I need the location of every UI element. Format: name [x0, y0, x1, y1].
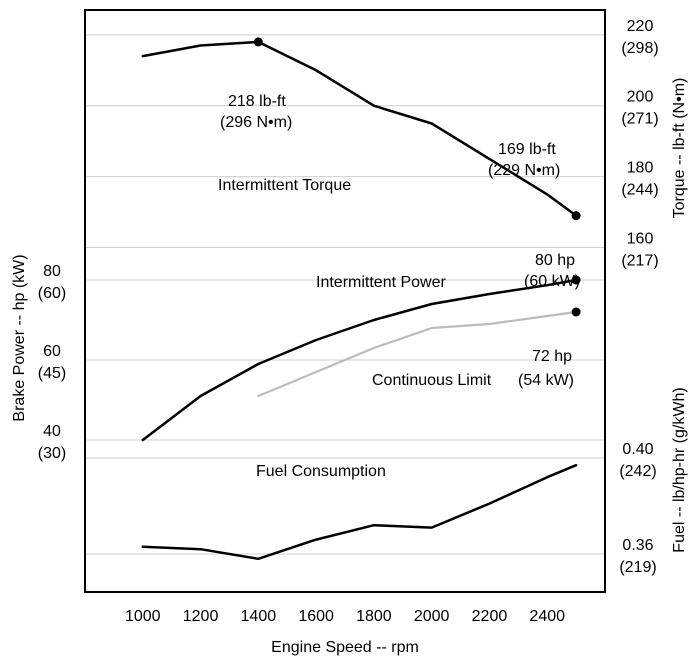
x-tick-label-0: 1000: [125, 608, 161, 625]
continuous-power-line1: 72 hp: [532, 348, 572, 365]
fuel-tick-label-1: 0.36: [622, 537, 653, 554]
series-group: [141, 37, 581, 561]
peak-torque-line1: 218 lb-ft: [228, 93, 286, 110]
power-tick-label-0: 80: [43, 263, 61, 280]
rated-power-line1: 80 hp: [535, 252, 575, 269]
rated-power-line2: (60 kW): [524, 273, 580, 290]
power-tick-sublabel-2: (30): [38, 445, 66, 462]
power-tick-sublabel-1: (45): [38, 365, 66, 382]
x-tick-label-6: 2200: [472, 608, 508, 625]
torque-tick-label-3: 160: [627, 231, 654, 248]
fuel-consumption-label: Fuel Consumption: [256, 463, 386, 480]
power-tick-label-1: 60: [43, 343, 61, 360]
power-tick-sublabel-0: (60): [38, 285, 66, 302]
intermittent-torque-line: [141, 40, 578, 217]
continuous-limit-line: [257, 310, 578, 398]
torque-tick-label-2: 180: [627, 160, 654, 177]
x-tick-label-3: 1600: [298, 608, 334, 625]
continuous-power-line2: (54 kW): [518, 372, 574, 389]
torque-tick-sublabel-3: (217): [621, 253, 658, 270]
fuel-tick-label-0: 0.40: [622, 441, 653, 458]
plot-frame: [84, 9, 606, 593]
intermittent-power-label: Intermittent Power: [316, 274, 447, 291]
x-tick-label-5: 2000: [414, 608, 450, 625]
torque-tick-sublabel-1: (271): [621, 111, 658, 128]
fuel-consumption-line: [141, 463, 578, 561]
continuous-limit-label: Continuous Limit: [372, 372, 492, 389]
x-tick-label-7: 2400: [529, 608, 565, 625]
x-tick-label-2: 1400: [241, 608, 277, 625]
tick-labels: 220 (298) 200 (271) 180 (244) 160 (217) 80 (60) 60…: [38, 18, 659, 625]
torque-tick-label-1: 200: [627, 89, 654, 106]
fuel-tick-sublabel-1: (219): [619, 559, 656, 576]
intermittent-torque-marker-1: [571, 211, 581, 221]
intermittent-power-line: [141, 278, 578, 442]
x-tick-label-4: 1800: [356, 608, 392, 625]
peak-torque-line2: (296 N•m): [220, 114, 292, 131]
power-axis-title: Brake Power -- hp (kW): [11, 254, 28, 421]
intermittent-power-marker-0: [571, 275, 581, 285]
torque-axis-title: Torque -- lb-ft (N•m): [671, 78, 688, 219]
intermittent-torque-label: Intermittent Torque: [218, 177, 351, 194]
x-axis-title: Engine Speed -- rpm: [271, 639, 419, 656]
torque-tick-sublabel-0: (298): [621, 40, 658, 57]
power-tick-label-2: 40: [43, 423, 61, 440]
intermittent-torque-marker-0: [253, 37, 263, 47]
continuous-limit-marker-0: [571, 307, 581, 317]
rated-torque-line1: 169 lb-ft: [498, 141, 556, 158]
fuel-axis-title: Fuel -- lb/hp-hr (g/kWh): [671, 387, 688, 552]
fuel-tick-sublabel-0: (242): [619, 463, 656, 480]
x-tick-label-1: 1200: [183, 608, 219, 625]
rated-torque-line2: (229 N•m): [488, 162, 560, 179]
torque-tick-sublabel-2: (244): [621, 182, 658, 199]
torque-tick-label-0: 220: [627, 18, 654, 35]
